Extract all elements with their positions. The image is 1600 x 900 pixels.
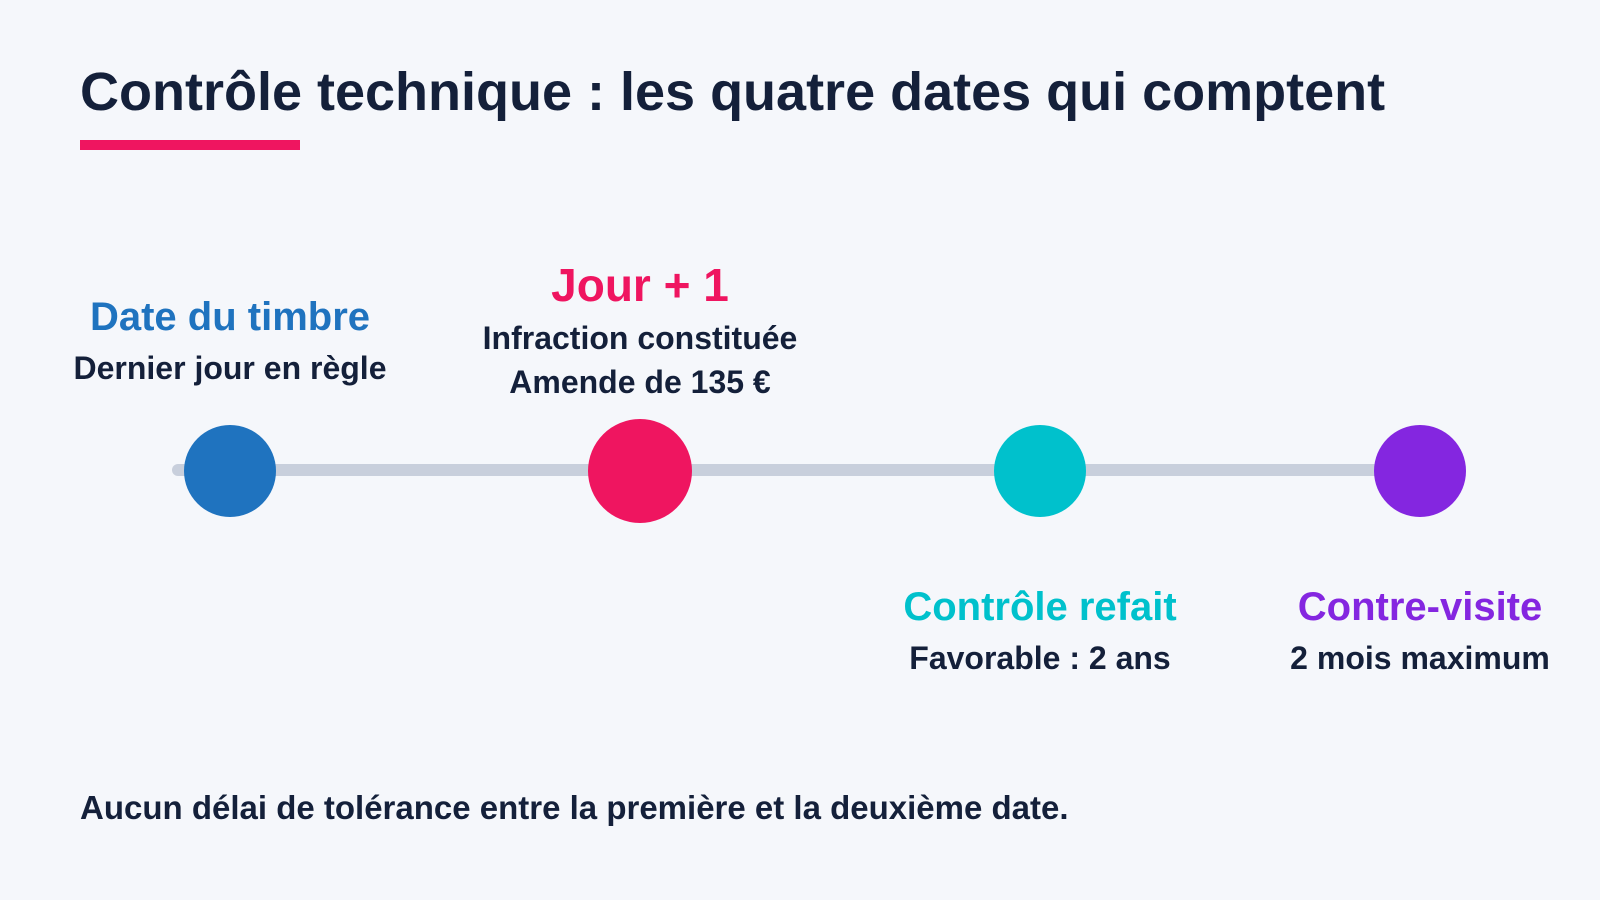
milestone-title: Jour + 1 xyxy=(551,259,729,311)
milestone-dot-2 xyxy=(588,419,692,523)
milestone-label-2: Jour + 1 Infraction constituée Amende de… xyxy=(430,258,850,404)
timeline-track xyxy=(172,464,1422,476)
milestone-label-4: Contre-visite 2 mois maximum xyxy=(1210,584,1600,680)
milestone-line: Dernier jour en règle xyxy=(73,350,387,386)
milestone-line: 2 mois maximum xyxy=(1290,640,1550,676)
milestone-dot-4 xyxy=(1374,425,1466,517)
milestone-dot-1 xyxy=(184,425,276,517)
milestone-label-3: Contrôle refait Favorable : 2 ans xyxy=(830,584,1250,680)
milestone-label-1: Date du timbre Dernier jour en règle xyxy=(20,294,440,390)
page-title: Contrôle technique : les quatre dates qu… xyxy=(80,62,1386,122)
milestone-title: Contrôle refait xyxy=(903,585,1177,629)
milestone-line: Amende de 135 € xyxy=(509,364,771,400)
footer-note: Aucun délai de tolérance entre la premiè… xyxy=(80,789,1069,826)
milestone-line: Infraction constituée xyxy=(482,320,798,356)
milestone-dot-3 xyxy=(994,425,1086,517)
title-underline xyxy=(80,140,300,150)
milestone-title: Contre-visite xyxy=(1297,585,1543,629)
milestone-line: Favorable : 2 ans xyxy=(909,640,1171,676)
milestone-title: Date du timbre xyxy=(89,295,371,339)
